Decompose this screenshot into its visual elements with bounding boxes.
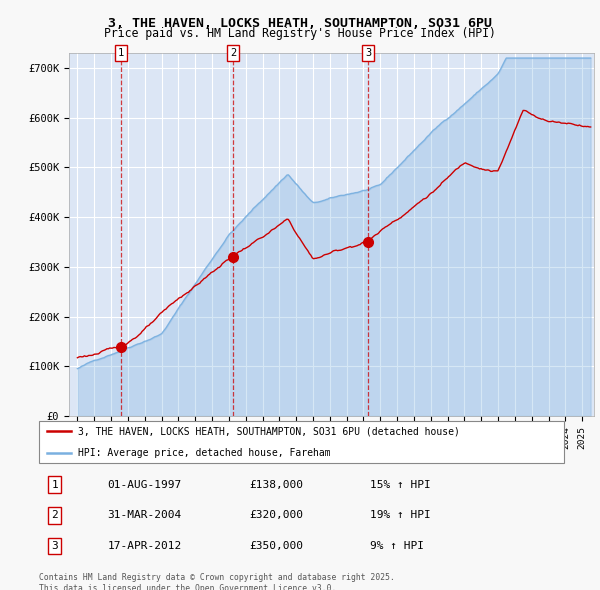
Text: 17-APR-2012: 17-APR-2012 [107, 541, 182, 551]
Text: 2: 2 [230, 48, 236, 58]
Text: 1: 1 [52, 480, 58, 490]
Text: 3: 3 [365, 48, 371, 58]
Text: HPI: Average price, detached house, Fareham: HPI: Average price, detached house, Fare… [79, 448, 331, 457]
Text: £350,000: £350,000 [249, 541, 303, 551]
Text: Contains HM Land Registry data © Crown copyright and database right 2025.
This d: Contains HM Land Registry data © Crown c… [39, 573, 395, 590]
Text: 3, THE HAVEN, LOCKS HEATH, SOUTHAMPTON, SO31 6PU: 3, THE HAVEN, LOCKS HEATH, SOUTHAMPTON, … [108, 17, 492, 30]
Text: 3, THE HAVEN, LOCKS HEATH, SOUTHAMPTON, SO31 6PU (detached house): 3, THE HAVEN, LOCKS HEATH, SOUTHAMPTON, … [79, 427, 460, 436]
Text: 01-AUG-1997: 01-AUG-1997 [107, 480, 182, 490]
Text: £138,000: £138,000 [249, 480, 303, 490]
FancyBboxPatch shape [39, 421, 564, 463]
Text: 19% ↑ HPI: 19% ↑ HPI [370, 510, 431, 520]
Text: 31-MAR-2004: 31-MAR-2004 [107, 510, 182, 520]
Text: 9% ↑ HPI: 9% ↑ HPI [370, 541, 424, 551]
Text: Price paid vs. HM Land Registry's House Price Index (HPI): Price paid vs. HM Land Registry's House … [104, 27, 496, 40]
Text: 3: 3 [52, 541, 58, 551]
Text: 1: 1 [118, 48, 124, 58]
Text: 15% ↑ HPI: 15% ↑ HPI [370, 480, 431, 490]
Text: £320,000: £320,000 [249, 510, 303, 520]
Text: 2: 2 [52, 510, 58, 520]
